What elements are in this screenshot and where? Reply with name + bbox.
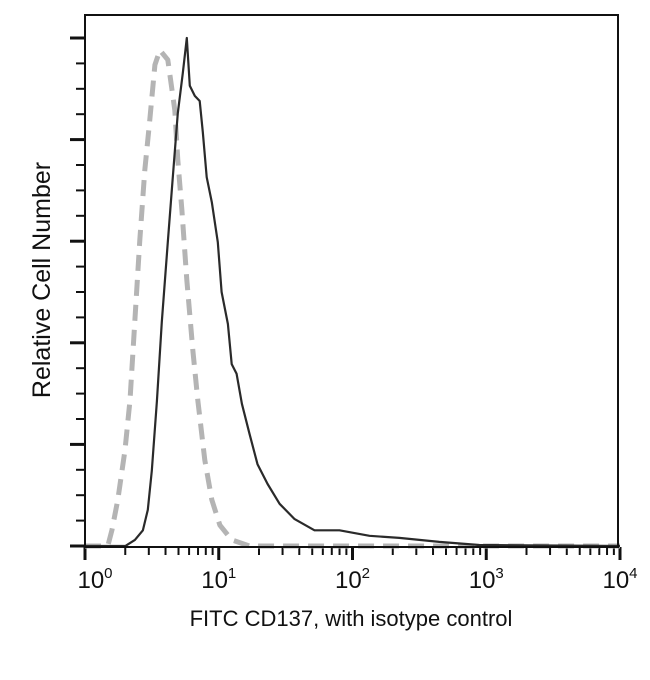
plot-frame [84, 14, 619, 548]
axis-ticks [70, 36, 622, 560]
x-tick-label: 103 [469, 565, 504, 594]
x-tick-label: 102 [335, 565, 370, 594]
x-tick-label: 100 [77, 565, 112, 594]
cd137-curve [85, 36, 621, 548]
x-tick-labels: 100 101 102 103 104 [77, 565, 637, 594]
x-tick-label: 101 [201, 565, 236, 594]
y-axis-label: Relative Cell Number [28, 162, 56, 398]
isotype-control-curve [85, 47, 620, 549]
x-tick-label: 104 [602, 565, 637, 594]
histogram-curves [85, 36, 621, 549]
x-axis-label: FITC CD137, with isotype control [190, 606, 513, 631]
